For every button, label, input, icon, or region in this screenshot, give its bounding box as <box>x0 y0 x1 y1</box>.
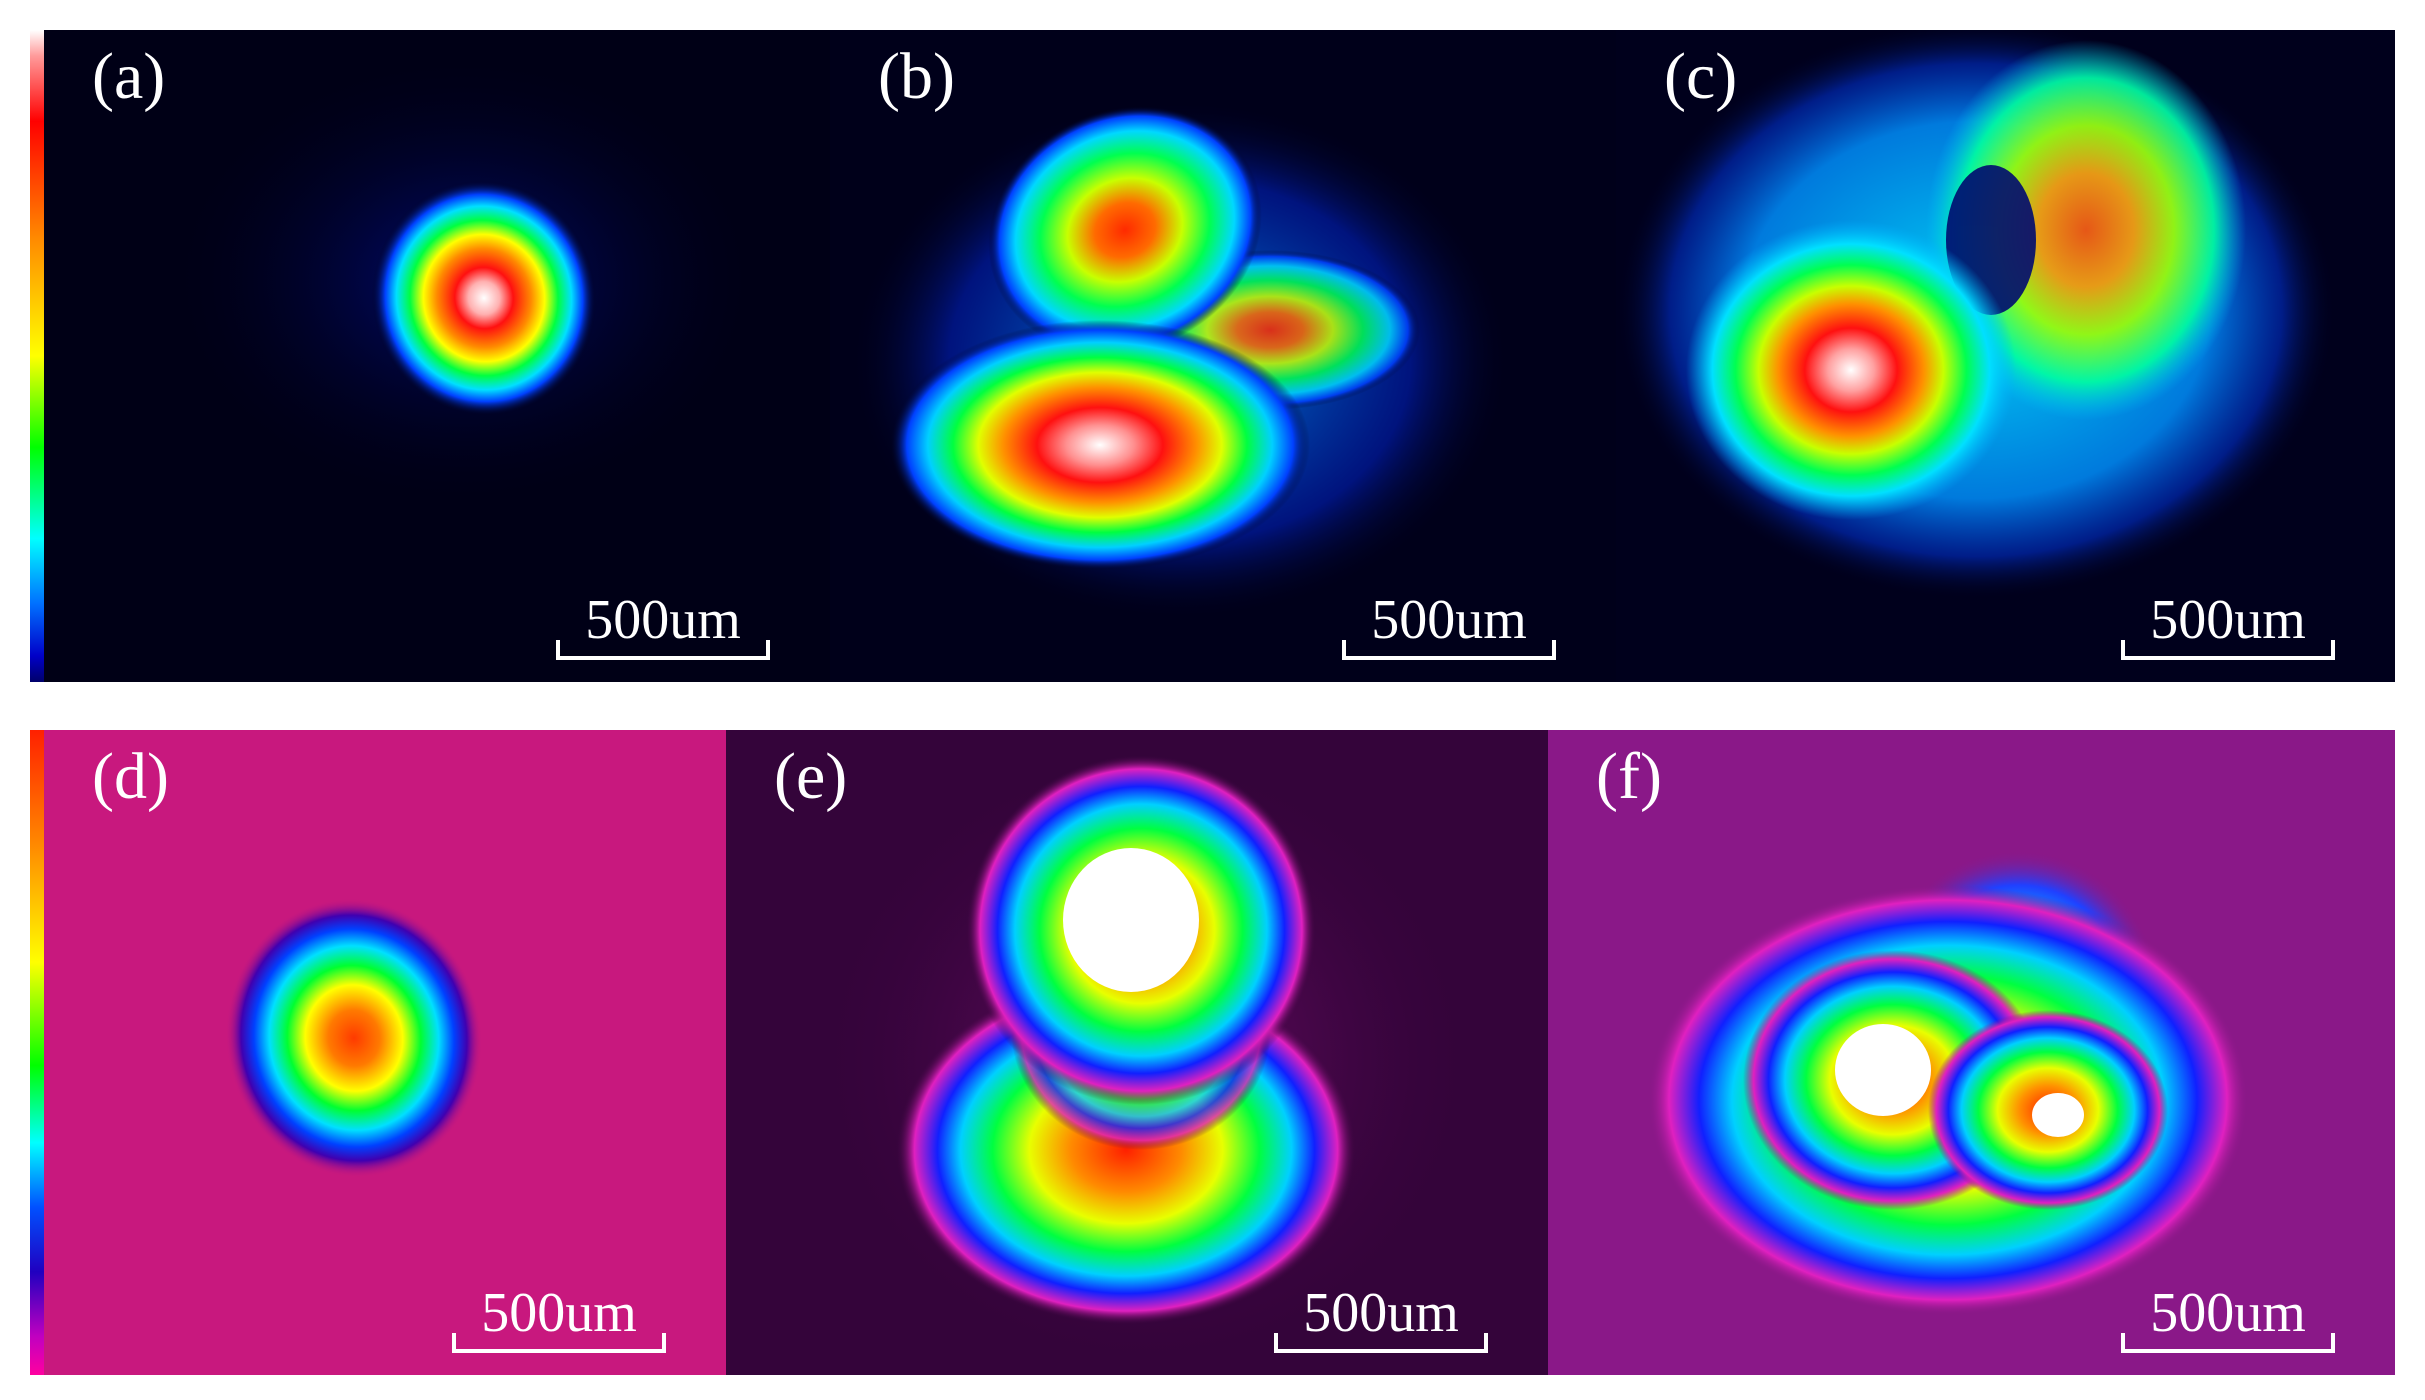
scale-bar-a: 500um <box>556 586 770 668</box>
scale-bar-line-e <box>1274 1333 1488 1353</box>
scale-bar-line-a <box>556 640 770 660</box>
beam-spot-c <box>1686 220 2016 520</box>
scale-bar-b: 500um <box>1342 586 1556 668</box>
panel-c: (c) 500um <box>1616 30 2395 682</box>
beam-lobe-lower-b <box>890 320 1310 570</box>
scale-bar-label-c: 500um <box>2150 589 2306 651</box>
beam-profile-a <box>164 50 764 510</box>
beam-profile-d <box>225 898 483 1178</box>
panel-label-c: (c) <box>1664 40 1738 113</box>
panel-d: (d) 500um <box>44 730 726 1375</box>
beam-profile-b <box>850 100 1510 620</box>
panel-f: (f) 500um <box>1548 730 2395 1375</box>
panel-label-e: (e) <box>774 740 848 813</box>
scale-bar-line-b <box>1342 640 1556 660</box>
beam-profile-e <box>806 740 1486 1375</box>
scale-bar-line-c <box>2121 640 2335 660</box>
colorbar-bottom <box>30 730 44 1375</box>
beam-saturated-core-e <box>1063 848 1199 992</box>
beam-spot-a <box>371 180 597 416</box>
scale-bar-label-f: 500um <box>2150 1282 2306 1344</box>
scale-bar-line-f <box>2121 1333 2335 1353</box>
scale-bar-label-e: 500um <box>1303 1282 1459 1344</box>
scale-bar-line-d <box>452 1333 666 1353</box>
beam-saturated-core-right-f <box>2032 1093 2084 1137</box>
panel-label-d: (d) <box>92 740 169 813</box>
beam-spot-d <box>225 898 483 1178</box>
scale-bar-c: 500um <box>2121 586 2335 668</box>
beam-profile-f <box>1648 850 2248 1315</box>
top-row: (a) 500um <box>30 30 2395 682</box>
beam-saturated-core-left-f <box>1835 1024 1931 1116</box>
scale-bar-e: 500um <box>1274 1279 1488 1361</box>
panel-b: (b) 500um <box>830 30 1616 682</box>
scale-bar-label-b: 500um <box>1371 589 1527 651</box>
panel-label-f: (f) <box>1596 740 1662 813</box>
beam-profile-c <box>1616 30 2336 600</box>
scale-bar-d: 500um <box>452 1279 666 1361</box>
scale-bar-label-d: 500um <box>481 1282 637 1344</box>
scale-bar-f: 500um <box>2121 1279 2335 1361</box>
bottom-row: (d) 500um <box>30 730 2395 1375</box>
panel-e: (e) 500um <box>726 730 1548 1375</box>
scale-bar-label-a: 500um <box>585 589 741 651</box>
beam-lobe-upper-b <box>988 106 1262 354</box>
colorbar-top <box>30 30 44 682</box>
panel-label-b: (b) <box>878 40 955 113</box>
panel-a: (a) 500um <box>44 30 830 682</box>
panel-label-a: (a) <box>92 40 166 113</box>
